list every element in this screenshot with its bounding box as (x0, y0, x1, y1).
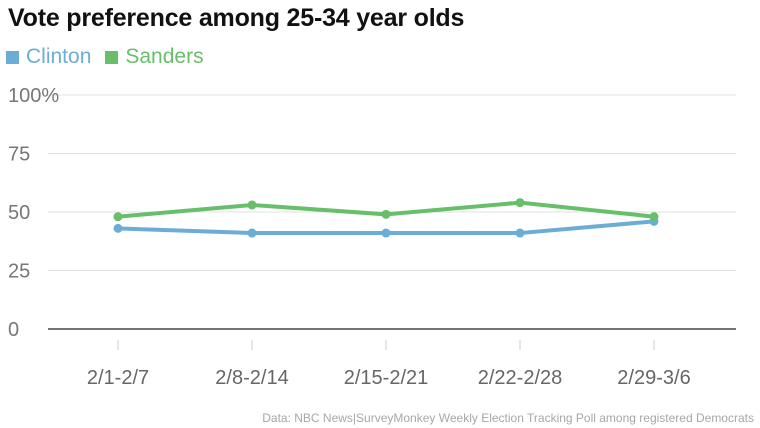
y-tick-label: 50 (8, 202, 30, 224)
x-tick-label: 2/29-3/6 (617, 367, 690, 389)
y-tick-label: 100% (8, 85, 59, 107)
chart-legend: Clinton Sanders (6, 45, 218, 69)
data-point-sanders (649, 212, 659, 222)
data-point-sanders (113, 212, 123, 222)
y-tick-label: 0 (8, 319, 19, 341)
data-point-clinton (381, 228, 391, 238)
legend-item-clinton: Clinton (6, 45, 91, 69)
data-point-clinton (247, 228, 257, 238)
data-point-sanders (381, 209, 391, 219)
y-tick-label: 25 (8, 261, 30, 283)
x-tick-label: 2/8-2/14 (215, 367, 288, 389)
legend-item-sanders: Sanders (105, 45, 204, 69)
legend-swatch-clinton (6, 50, 19, 64)
data-point-clinton (515, 228, 525, 238)
y-tick-label: 75 (8, 144, 30, 166)
legend-label-sanders: Sanders (125, 45, 204, 68)
data-point-sanders (515, 198, 525, 208)
source-note: Data: NBC News|SurveyMonkey Weekly Elect… (262, 411, 754, 425)
x-tick-label: 2/1-2/7 (87, 367, 149, 389)
x-tick-label: 2/15-2/21 (344, 367, 429, 389)
x-tick-label: 2/22-2/28 (478, 367, 563, 389)
legend-swatch-sanders (105, 50, 119, 64)
legend-label-clinton: Clinton (26, 45, 92, 68)
data-point-clinton (113, 223, 123, 233)
chart-title: Vote preference among 25-34 year olds (8, 4, 465, 32)
data-point-sanders (247, 200, 257, 210)
